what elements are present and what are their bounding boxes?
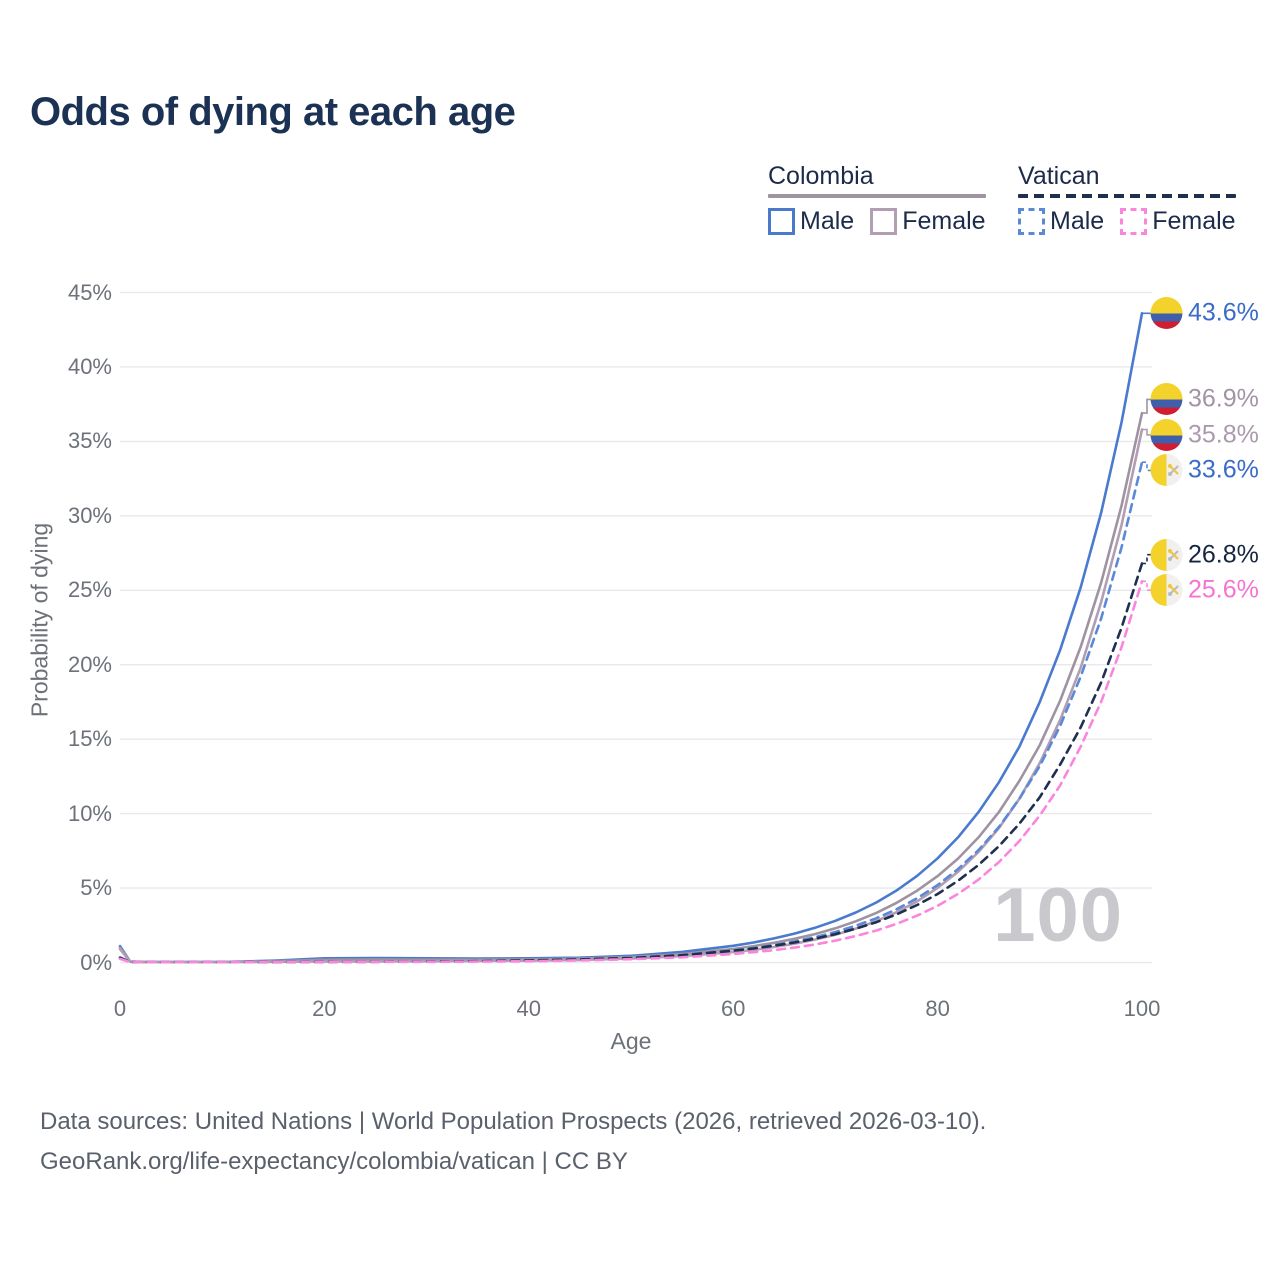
x-axis-title: Age <box>610 1028 652 1054</box>
legend-item-vatican-male[interactable]: Male <box>1018 207 1104 236</box>
legend-item-vatican-female[interactable]: Female <box>1120 207 1236 236</box>
series-end-label-vatican-male: 33.6% <box>1150 454 1259 487</box>
y-tick-label: 35% <box>67 428 112 454</box>
legend-underline-vatican <box>1018 194 1236 198</box>
legend-row-vatican: Male Female <box>1018 207 1236 236</box>
legend-group-colombia: Colombia Male Female <box>768 162 986 236</box>
x-tick-label: 100 <box>1123 996 1161 1021</box>
series-end-label-vatican-female: 25.6% <box>1150 574 1259 607</box>
legend-underline-colombia <box>768 194 986 198</box>
end-label-value: 25.6% <box>1188 575 1259 604</box>
vatican-flag-icon <box>1150 454 1183 487</box>
x-tick-label: 80 <box>925 996 950 1021</box>
age-watermark: 100 <box>993 873 1123 958</box>
y-axis-title: Probability of dying <box>26 522 53 718</box>
x-tick-label: 20 <box>312 996 337 1021</box>
colombia-male-swatch-icon <box>768 208 795 235</box>
series-end-label-colombia-female: 35.8% <box>1150 418 1259 451</box>
legend-country-vatican[interactable]: Vatican <box>1018 162 1100 190</box>
x-tick-label: 60 <box>720 996 746 1021</box>
colombia-female-swatch-icon <box>870 208 898 235</box>
legend-label-vatican-male: Male <box>1050 207 1105 235</box>
page-title: Odds of dying at each age <box>30 90 516 134</box>
y-tick-label: 40% <box>67 353 112 379</box>
legend-country-colombia[interactable]: Colombia <box>768 162 874 190</box>
colombia-flag-icon <box>1150 383 1183 416</box>
end-label-value: 43.6% <box>1188 298 1259 327</box>
footer-data-sources: Data sources: United Nations | World Pop… <box>40 1108 987 1135</box>
series-line-colombia-male <box>118 312 1144 964</box>
end-label-value: 33.6% <box>1188 455 1259 484</box>
series-line-vatican-male <box>118 460 1144 964</box>
vatican-flag-icon <box>1150 538 1183 571</box>
end-label-connector-vatican-female <box>1142 580 1152 591</box>
legend-label-colombia-male: Male <box>800 207 855 235</box>
vatican-flag-icon <box>1150 574 1183 607</box>
colombia-flag-icon <box>1150 297 1183 330</box>
y-tick-label: 5% <box>80 875 112 901</box>
end-label-value: 35.8% <box>1188 420 1259 449</box>
series-end-label-colombia-male: 43.6% <box>1150 297 1259 330</box>
series-end-label-vatican-both: 26.8% <box>1150 538 1259 571</box>
end-label-connector-colombia-female <box>1142 428 1152 436</box>
y-tick-label: 30% <box>67 502 112 528</box>
vatican-female-swatch-icon <box>1120 208 1148 235</box>
end-label-connector-vatican-both <box>1142 553 1152 565</box>
end-label-value: 36.9% <box>1188 384 1259 413</box>
legend-label-colombia-female: Female <box>902 207 986 235</box>
x-tick-label: 40 <box>516 996 542 1021</box>
end-label-value: 26.8% <box>1188 540 1259 569</box>
legend-label-vatican-female: Female <box>1152 207 1236 235</box>
end-label-connector-colombia-both <box>1142 398 1152 414</box>
y-tick-label: 15% <box>67 726 112 752</box>
series-line-vatican-female <box>118 580 1144 964</box>
series-line-colombia-female <box>118 428 1144 964</box>
series-line-vatican-both <box>118 562 1144 964</box>
y-tick-label: 45% <box>67 279 112 305</box>
footer-attribution[interactable]: GeoRank.org/life-expectancy/colombia/vat… <box>40 1148 628 1175</box>
legend-group-vatican: Vatican Male Female <box>1018 162 1236 236</box>
legend-item-colombia-male[interactable]: Male <box>768 207 854 236</box>
legend-row-colombia: Male Female <box>768 207 986 236</box>
colombia-flag-icon <box>1150 418 1183 451</box>
y-tick-label: 10% <box>67 800 112 826</box>
legend-item-colombia-female[interactable]: Female <box>870 207 986 236</box>
series-end-label-colombia-both: 36.9% <box>1150 383 1259 416</box>
series-line-colombia-both <box>118 411 1144 964</box>
x-tick-label: 0 <box>113 996 127 1021</box>
end-label-connector-vatican-male <box>1142 461 1152 472</box>
y-tick-label: 20% <box>67 651 112 677</box>
vatican-male-swatch-icon <box>1018 208 1045 235</box>
y-tick-label: 0% <box>80 949 112 975</box>
y-tick-label: 25% <box>67 577 112 603</box>
